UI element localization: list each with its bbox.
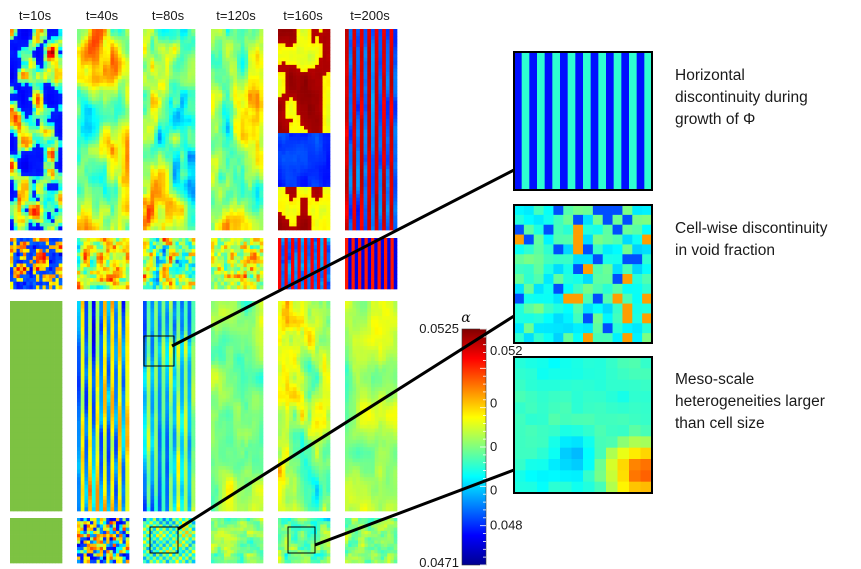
field-panel-tall-fine-6 [345, 29, 398, 231]
colorbar-tick-label: 0 [490, 439, 497, 454]
colorbar-tick-label: 0 [490, 395, 497, 410]
annotation-horizontal: Horizontal discontinuity during growth o… [675, 67, 808, 128]
inset-horizontal-frame [513, 51, 653, 191]
zoom-box-horizontal [143, 335, 175, 367]
annotation-horizontal-line-2: discontinuity during [675, 89, 808, 106]
annotation-horizontal-line-1: Horizontal [675, 67, 745, 84]
field-panel-small-coarse-1 [10, 518, 63, 564]
connector-line-mesoscale [314, 468, 515, 547]
annotation-mesoscale-line-1: Meso-scale [675, 371, 754, 388]
inset-mesoscale-heterogeneity [513, 356, 653, 494]
annotation-cellwise: Cell-wise discontinuity in void fraction [675, 220, 828, 259]
field-panel-small-coarse-3 [143, 518, 196, 564]
zoom-box-cellwise [149, 526, 179, 554]
colorbar-tick-labels: 0.052 0 0 0 0.048 [490, 343, 523, 533]
annotation-horizontal-line-3: growth of Φ [675, 111, 755, 128]
field-panel-tall-coarse-1 [10, 301, 63, 512]
zoom-box-mesoscale [287, 526, 316, 554]
field-panel-tall-fine-2 [77, 29, 130, 231]
field-panel-small-fine-5 [278, 238, 331, 290]
field-panel-tall-fine-3 [143, 29, 196, 231]
connector-lines [171, 168, 515, 547]
field-panel-small-coarse-5 [278, 518, 331, 564]
field-panel-small-coarse-4 [211, 518, 264, 564]
time-label-200s: t=200s [350, 8, 390, 23]
inset-mesoscale-frame [513, 356, 653, 494]
field-panel-tall-coarse-3 [143, 301, 196, 512]
time-label-40s: t=40s [86, 8, 119, 23]
field-panel-small-fine-6 [345, 238, 398, 290]
row-tall-fine-grid [10, 29, 398, 231]
inset-horizontal-discontinuity [513, 51, 653, 191]
field-panel-small-fine-3 [143, 238, 196, 290]
colorbar-tick-label: 0.052 [490, 343, 523, 358]
field-panel-tall-fine-1 [10, 29, 63, 231]
inset-cellwise-discontinuity [513, 204, 653, 344]
inset-cellwise-frame [513, 204, 653, 344]
annotation-mesoscale: Meso-scale heterogeneities larger than c… [675, 371, 825, 432]
colorbar: α 0.0525 0.0471 0.052 0 0 0 0.048 [419, 310, 522, 569]
colorbar-ticks [480, 328, 486, 566]
field-panel-tall-coarse-2 [77, 301, 130, 512]
annotation-mesoscale-line-3: than cell size [675, 415, 765, 432]
row-small-coarse-grid [10, 518, 398, 564]
connector-line-cellwise [177, 314, 515, 531]
connector-line-horizontal [171, 168, 515, 348]
colorbar-min-label: 0.0471 [419, 555, 459, 569]
colorbar-max-label: 0.0525 [419, 321, 459, 336]
field-panel-small-fine-1 [10, 238, 63, 290]
field-panel-small-fine-4 [211, 238, 264, 290]
row-tall-coarse-grid [10, 301, 398, 512]
field-panel-tall-fine-5 [278, 29, 331, 231]
time-label-10s: t=10s [19, 8, 52, 23]
colorbar-tick-label: 0 [490, 483, 497, 498]
time-label-80s: t=80s [152, 8, 185, 23]
inset-cellwise-field [514, 205, 653, 344]
field-panel-tall-fine-4 [211, 29, 264, 231]
field-panel-small-coarse-2 [77, 518, 130, 564]
field-panel-tall-coarse-5 [278, 301, 331, 512]
colorbar-tick-label: 0.048 [490, 518, 523, 533]
annotation-cellwise-line-2: in void fraction [675, 242, 775, 259]
field-panel-small-fine-2 [77, 238, 130, 290]
time-label-160s: t=160s [283, 8, 323, 23]
time-labels: t=10s t=40s t=80s t=120s t=160s t=200s [19, 8, 390, 23]
inset-horizontal-field [514, 52, 653, 191]
time-label-120s: t=120s [216, 8, 256, 23]
annotation-mesoscale-line-2: heterogeneities larger [675, 393, 825, 410]
row-small-fine-grid [10, 238, 398, 290]
inset-mesoscale-field [514, 357, 653, 494]
annotation-cellwise-line-1: Cell-wise discontinuity [675, 220, 828, 237]
colorbar-symbol: α [461, 310, 471, 326]
